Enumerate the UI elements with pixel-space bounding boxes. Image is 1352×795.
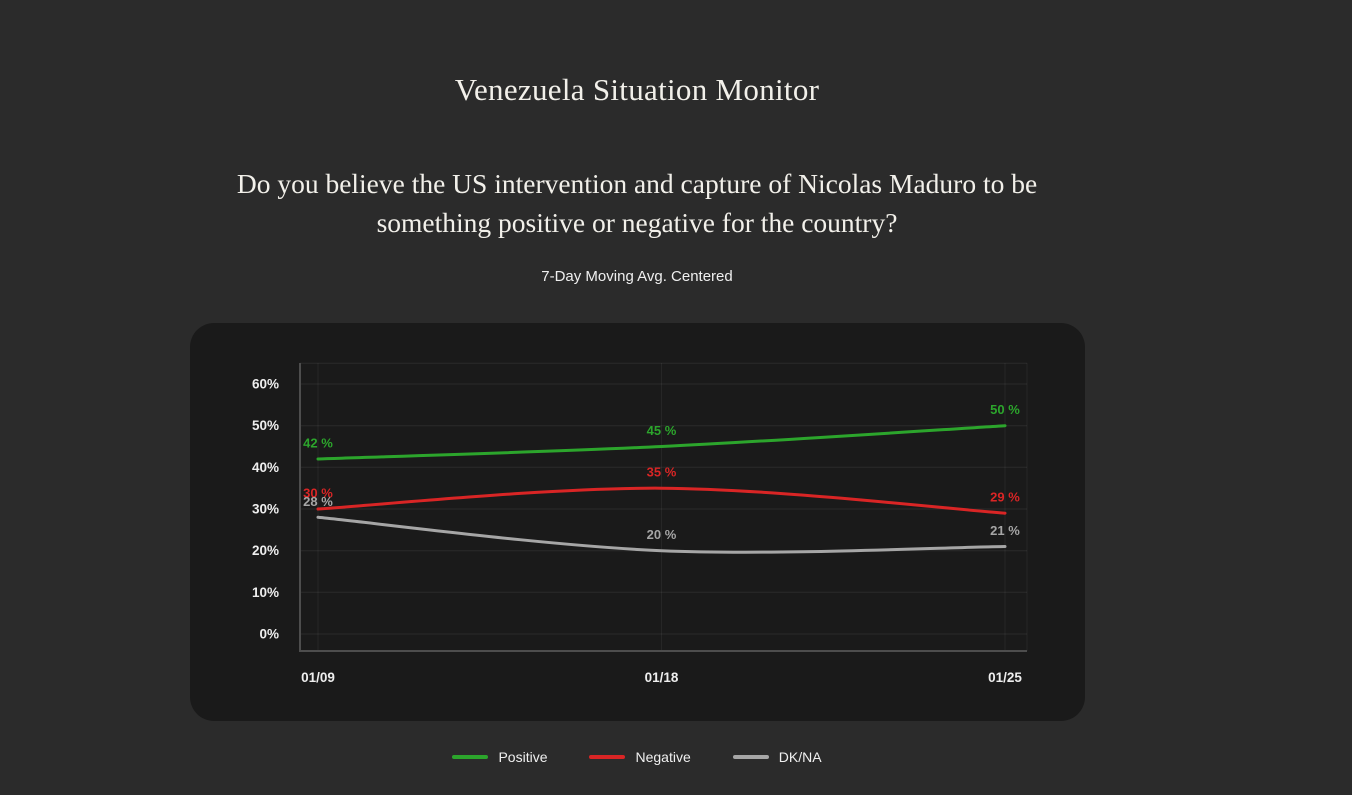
legend-label-positive: Positive [498,749,548,765]
y-tick-label: 60% [251,377,278,392]
data-label-positive: 50 % [990,402,1020,417]
chart-card: 0% 10% 20% 30% 40% 50% 60% 01/09 01/18 01/25 42 % 4… [189,323,1085,721]
data-label-dk-na: 28 % [303,494,333,509]
chart-subtitle: 7-Day Moving Avg. Centered [541,268,733,285]
data-label-negative: 30 % [303,486,333,501]
survey-question: Do you believe the US intervention and c… [236,168,1038,238]
series-line-dk-na [316,515,1006,554]
y-tick-label: 50% [251,418,278,433]
legend-item-positive[interactable]: Positive [452,749,547,765]
content-column: Venezuela Situation Monitor Do you belie… [0,72,1274,765]
y-tick-label: 10% [251,585,278,600]
x-tick-label: 01/18 [644,670,678,685]
legend-label-dk-na: DK/NA [778,749,822,765]
data-label-dk-na: 21 % [990,523,1020,538]
chart-legend: Positive Negative DK/NA [0,749,1274,765]
legend-item-dk-na[interactable]: DK/NA [732,749,822,765]
legend-item-negative[interactable]: Negative [589,749,691,765]
series-line-negative [316,486,1006,515]
data-label-dk-na: 20 % [646,527,676,542]
data-label-negative: 29 % [990,490,1020,505]
legend-marker-dk-na [732,755,769,759]
legend-label-negative: Negative [635,749,691,765]
series-line-positive [316,424,1006,461]
legend-marker-negative [589,755,626,759]
page-title: Venezuela Situation Monitor [454,72,820,107]
y-tick-label: 30% [251,502,278,517]
data-label-positive: 45 % [646,423,676,438]
line-chart-canvas[interactable]: 0% 10% 20% 30% 40% 50% 60% 01/09 01/18 01/25 42 % 4… [190,323,1085,721]
x-tick-label: 01/25 [988,670,1022,685]
data-label-positive: 42 % [303,436,333,451]
y-tick-label: 40% [251,460,278,475]
x-tick-label: 01/09 [301,670,335,685]
y-tick-label: 20% [251,543,278,558]
y-tick-label: 0% [259,627,279,642]
legend-marker-positive [452,755,489,759]
data-label-negative: 35 % [646,465,676,480]
